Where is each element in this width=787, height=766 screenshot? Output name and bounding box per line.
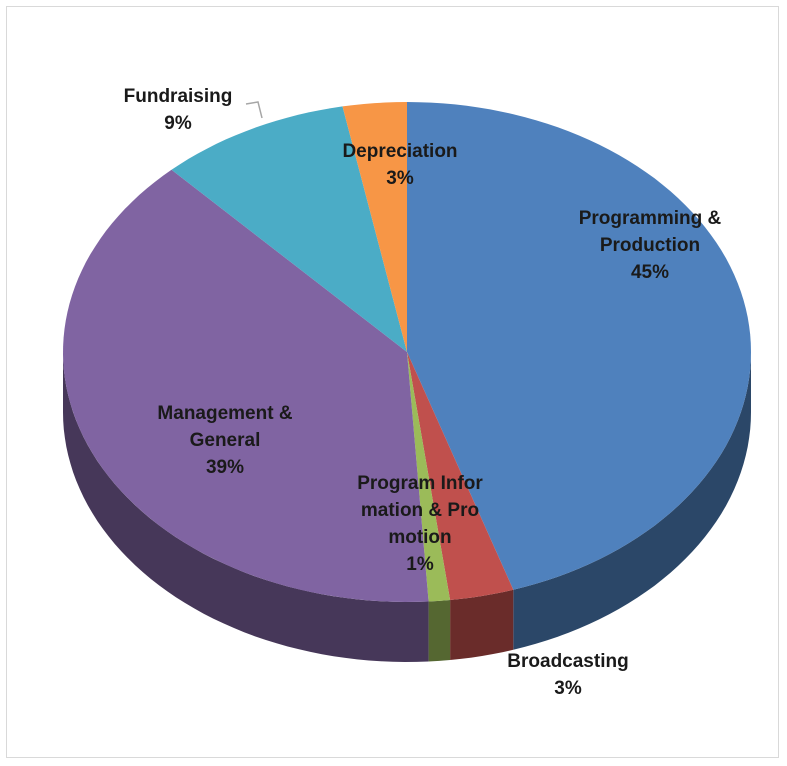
data-label: Depreciation 3%: [340, 138, 460, 192]
value-label: 9%: [164, 113, 192, 134]
value-label: 39%: [205, 457, 245, 478]
data-label: Broadcasting 3%: [498, 648, 638, 702]
chart-frame: [6, 6, 779, 758]
category-label: Program Information & Promotion: [357, 473, 483, 548]
category-label: Programming & Production: [578, 208, 722, 256]
slice: [63, 169, 429, 603]
category-label: Broadcasting: [507, 651, 629, 672]
slice-side: [450, 589, 514, 660]
slice: [407, 352, 451, 602]
value-label: 3%: [386, 168, 414, 189]
category-label: Management & General: [157, 403, 293, 451]
data-label: Programming & Production 45%: [575, 205, 725, 286]
category-label: Depreciation: [342, 141, 458, 162]
slice: [171, 106, 407, 353]
category-label: Fundraising: [123, 86, 233, 107]
value-label: 1%: [406, 554, 434, 575]
slice: [407, 352, 514, 600]
slice: [407, 102, 751, 590]
data-label: Program Information & Promotion 1%: [355, 470, 485, 578]
slice-side: [428, 600, 451, 662]
slice: [342, 102, 407, 352]
data-label: Fundraising 9%: [108, 83, 248, 137]
value-label: 45%: [630, 262, 670, 283]
slice-side: [63, 352, 429, 662]
slice-side: [513, 352, 751, 650]
leader-line: [245, 101, 263, 119]
data-label: Management & General 39%: [150, 400, 300, 481]
value-label: 3%: [554, 678, 582, 699]
